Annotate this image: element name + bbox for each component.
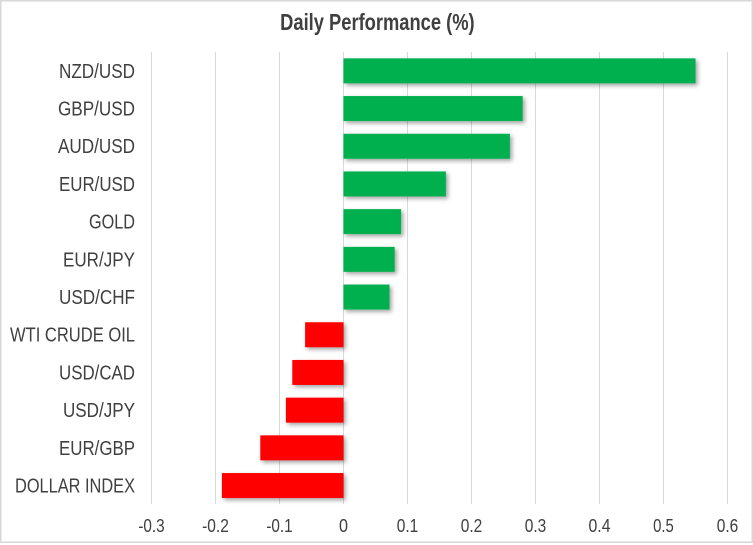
svg-text:Daily Performance (%): Daily Performance (%) [280,9,475,35]
svg-text:0.3: 0.3 [525,516,547,536]
svg-text:0.5: 0.5 [653,516,674,536]
svg-text:WTI CRUDE OIL: WTI CRUDE OIL [10,325,135,347]
svg-text:EUR/USD: EUR/USD [59,174,135,196]
svg-text:0.1: 0.1 [397,516,419,536]
svg-text:GOLD: GOLD [89,212,135,234]
svg-text:EUR/GBP: EUR/GBP [59,438,135,460]
svg-text:GBP/USD: GBP/USD [58,99,135,121]
svg-text:0: 0 [339,516,348,536]
svg-text:USD/CAD: USD/CAD [59,362,135,384]
svg-text:NZD/USD: NZD/USD [59,61,135,83]
svg-text:0.4: 0.4 [589,516,611,536]
svg-text:AUD/USD: AUD/USD [58,136,135,158]
svg-text:USD/CHF: USD/CHF [59,287,135,309]
svg-text:0.6: 0.6 [717,516,739,536]
svg-text:0.2: 0.2 [461,516,483,536]
svg-text:-0.1: -0.1 [266,516,292,536]
svg-text:USD/JPY: USD/JPY [63,400,135,422]
svg-text:-0.3: -0.3 [138,516,164,536]
svg-text:-0.2: -0.2 [202,516,229,536]
svg-text:EUR/JPY: EUR/JPY [63,249,135,271]
svg-text:DOLLAR INDEX: DOLLAR INDEX [15,476,135,498]
